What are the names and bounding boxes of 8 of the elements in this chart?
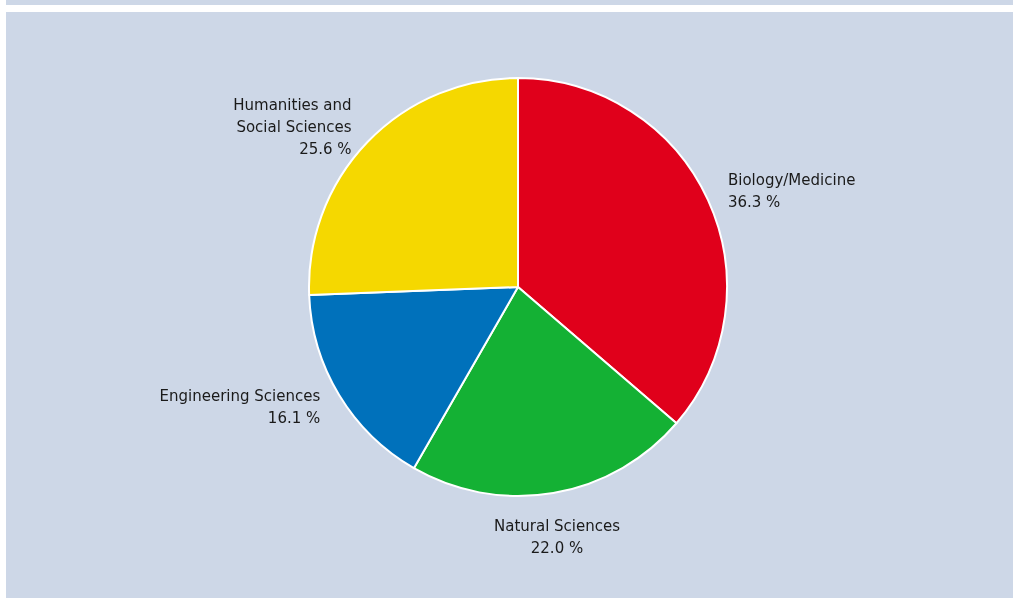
slice-label: Biology/Medicine [727, 171, 856, 190]
data-label: 16.1 % [267, 408, 321, 427]
data-label: 22.0 % [530, 539, 584, 558]
slice-label: Humanities and Social Sciences [233, 96, 352, 137]
data-label: 36.3 % [727, 193, 781, 212]
slice-label: Natural Sciences [493, 517, 621, 536]
data-label: 25.6 % [299, 140, 352, 159]
slice-label: Engineering Sciences [159, 386, 321, 405]
